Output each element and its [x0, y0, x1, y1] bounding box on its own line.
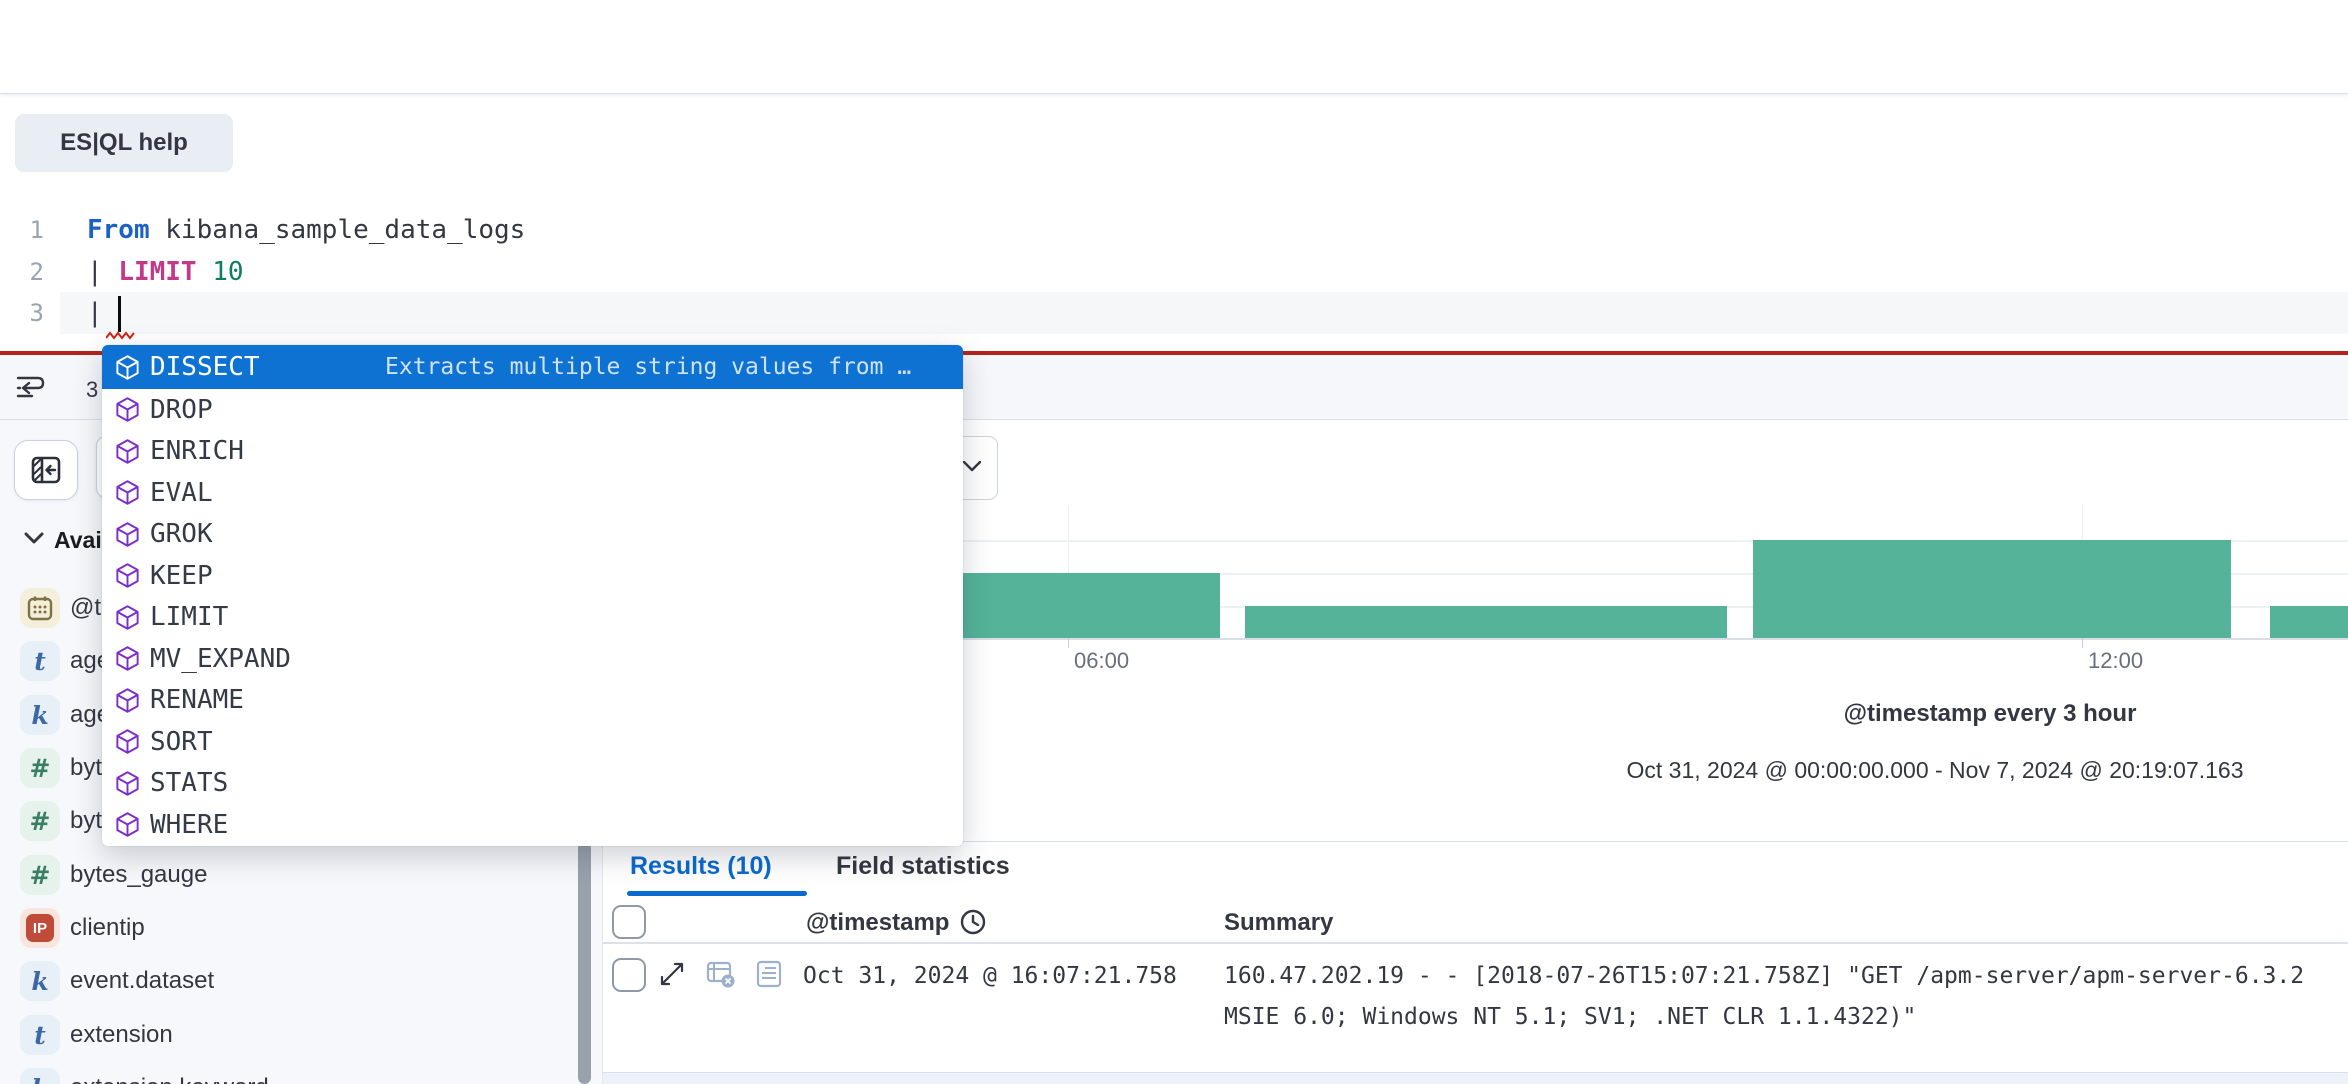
active-tab-underline — [627, 891, 807, 896]
collapse-sidebar-button[interactable] — [14, 440, 78, 500]
field-item[interactable]: extension — [70, 1021, 173, 1048]
field-item[interactable]: bytes_gauge — [70, 861, 208, 888]
results-panel-border — [603, 841, 2348, 842]
top-header — [0, 0, 2348, 94]
command-cube-icon — [116, 480, 139, 505]
editor-line-3[interactable]: | — [87, 292, 103, 334]
command-cube-icon — [116, 397, 139, 422]
histogram-bar[interactable] — [2270, 606, 2348, 638]
suggestion-keep[interactable]: KEEP — [102, 555, 963, 597]
collapse-panel-icon — [31, 456, 61, 484]
field-item[interactable]: event.dataset — [70, 967, 215, 994]
pipe-char: | — [87, 298, 103, 328]
axis-tick-label: 06:00 — [1074, 648, 1130, 673]
row-checkbox[interactable] — [612, 958, 646, 992]
suggestion-stats[interactable]: STATS — [102, 763, 963, 805]
suggestion-limit[interactable]: LIMIT — [102, 597, 963, 639]
calendar-icon — [27, 596, 53, 621]
suggestion-drop[interactable]: DROP — [102, 389, 963, 431]
pipe-char: | — [87, 257, 119, 287]
field-type-number-icon: # — [20, 855, 60, 895]
degraded-doc-icon[interactable] — [706, 959, 736, 989]
histogram-time-range: Oct 31, 2024 @ 00:00:00.000 - Nov 7, 202… — [1626, 757, 2244, 783]
field-type-keyword-icon: k — [20, 1068, 60, 1084]
word-wrap-icon — [16, 376, 45, 398]
gridline — [603, 573, 2348, 575]
cell-summary-line1[interactable]: 160.47.202.19 - - [2018-07-26T15:07:21.7… — [1224, 963, 2305, 989]
expand-document-icon[interactable] — [658, 960, 686, 988]
suggestion-mv-expand[interactable]: MV_EXPAND — [102, 638, 963, 680]
editor-error-border — [0, 351, 2348, 355]
suggestion-grok[interactable]: GROK — [102, 514, 963, 556]
column-header-timestamp[interactable]: @timestamp — [806, 909, 950, 936]
sidebar-scrollbar[interactable] — [578, 842, 591, 1084]
histogram-bar[interactable] — [1245, 606, 1727, 638]
field-type-number-icon: # — [20, 748, 60, 788]
table-header-border — [603, 942, 2348, 944]
line-number-3: 3 — [29, 299, 44, 327]
suggestion-rename[interactable]: RENAME — [102, 680, 963, 722]
command-cube-icon — [116, 605, 139, 630]
command-cube-icon — [116, 646, 139, 671]
cell-summary-line2[interactable]: MSIE 6.0; Windows NT 5.1; SV1; .NET CLR … — [1224, 1004, 1917, 1030]
field-item[interactable]: clientip — [70, 914, 145, 941]
next-row-partial — [603, 1072, 2348, 1084]
suggestion-dissect[interactable]: DISSECT Extracts multiple string values … — [102, 345, 963, 389]
field-item[interactable]: extension.keyword — [70, 1068, 269, 1084]
field-type-keyword-icon: k — [20, 695, 60, 735]
histogram-bar[interactable] — [1753, 540, 2231, 638]
x-axis — [603, 638, 2348, 640]
command-cube-icon — [116, 812, 139, 837]
view-details-icon[interactable] — [756, 960, 782, 988]
field-type-text-icon: t — [20, 1015, 60, 1055]
line-number-1: 1 — [29, 216, 44, 244]
suggestion-eval[interactable]: EVAL — [102, 472, 963, 514]
field-type-text-icon: t — [20, 641, 60, 681]
gridline — [1068, 505, 1069, 638]
editor-current-line-highlight — [60, 292, 2348, 334]
autocomplete-popup: DISSECT Extracts multiple string values … — [102, 345, 963, 846]
histogram-title: @timestamp every 3 hour — [1843, 700, 2137, 727]
command-cube-icon — [116, 354, 139, 380]
field-type-number-icon: # — [20, 801, 60, 841]
command-cube-icon — [116, 771, 139, 796]
keyword-limit: LIMIT — [118, 257, 197, 287]
cell-timestamp[interactable]: Oct 31, 2024 @ 16:07:21.758 — [803, 963, 1177, 989]
esql-help-button[interactable]: ES|QL help — [15, 114, 233, 172]
command-cube-icon — [116, 522, 139, 547]
column-header-summary[interactable]: Summary — [1224, 909, 1334, 936]
command-cube-icon — [116, 688, 139, 713]
axis-tick-label: 12:00 — [2088, 648, 2144, 673]
editor-line-1[interactable]: From kibana_sample_data_logs — [87, 209, 525, 251]
line-number-2: 2 — [29, 258, 44, 286]
field-type-keyword-icon: k — [20, 961, 60, 1001]
command-cube-icon — [116, 439, 139, 464]
tab-field-statistics[interactable]: Field statistics — [836, 852, 1010, 880]
suggestion-where[interactable]: WHERE — [102, 804, 963, 846]
gridline — [603, 540, 2348, 542]
axis-tick — [2082, 638, 2083, 648]
suggestion-sort[interactable]: SORT — [102, 721, 963, 763]
source-name: kibana_sample_data_logs — [149, 215, 526, 245]
suggestion-description: Extracts multiple string values from … — [385, 354, 912, 380]
clock-icon — [960, 909, 986, 935]
limit-value: 10 — [196, 257, 244, 287]
text-cursor — [118, 296, 121, 332]
select-all-checkbox[interactable] — [612, 905, 646, 939]
tab-results[interactable]: Results (10) — [630, 852, 772, 880]
editor-line-2[interactable]: | LIMIT 10 — [87, 251, 244, 293]
command-cube-icon — [116, 563, 139, 588]
chevron-down-icon — [963, 461, 981, 472]
error-squiggle — [106, 331, 135, 340]
command-cube-icon — [116, 729, 139, 754]
suggestion-enrich[interactable]: ENRICH — [102, 431, 963, 473]
chevron-down-icon[interactable] — [24, 532, 44, 544]
field-type-ip-icon: IP — [20, 908, 60, 948]
field-type-date-icon — [20, 588, 60, 628]
axis-tick — [1068, 638, 1069, 648]
keyword-from: From — [87, 215, 150, 245]
